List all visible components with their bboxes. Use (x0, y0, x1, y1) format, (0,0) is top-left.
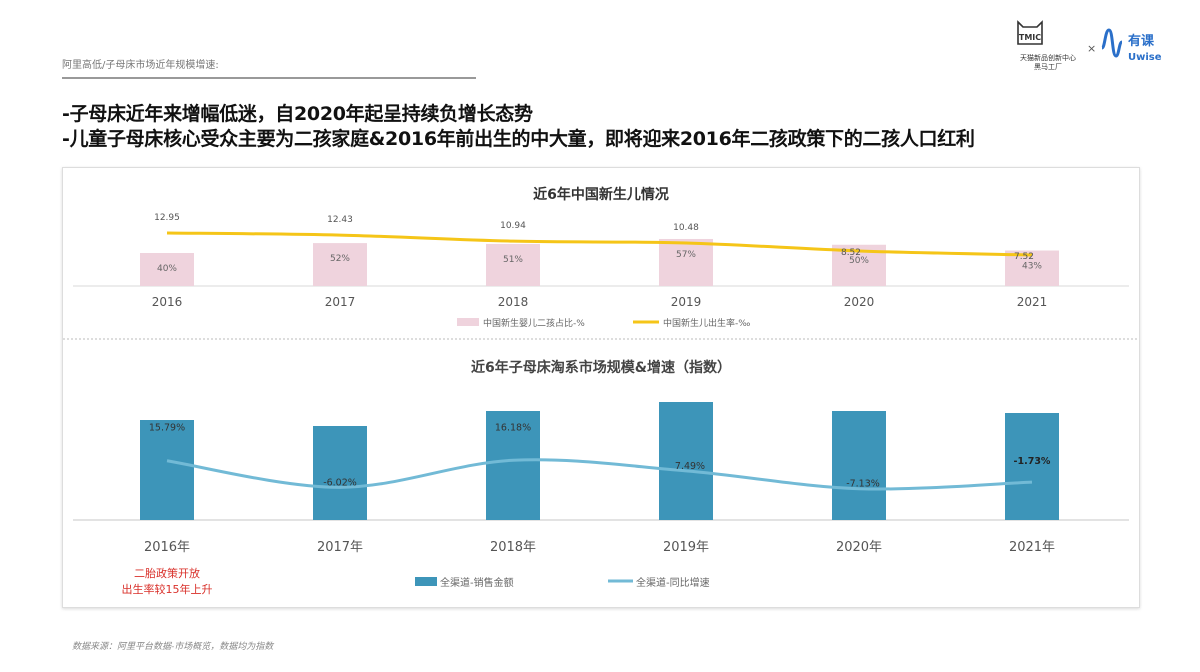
chart2-bar (659, 402, 713, 520)
chart2-bar (313, 426, 367, 520)
chart2-legend: 全渠道-销售金额 全渠道-同比增速 (415, 576, 710, 589)
chart1-bar-label: 57% (676, 250, 696, 260)
chart1-x-tick: 2021 (1017, 295, 1048, 309)
section-subtitle: 阿里高低/子母床市场近年规模增速: (62, 60, 219, 71)
chart2-x-tick: 2020年 (836, 540, 882, 555)
legend-swatch-bar (457, 318, 479, 326)
chart1-bar-label: 50% (849, 256, 869, 266)
chart2-x-tick: 2016年 (144, 540, 190, 555)
headline-2: -儿童子母床核心受众主要为二孩家庭&2016年前出生的中大童，即将迎来2016年… (62, 128, 975, 150)
chart2-x-tick: 2021年 (1009, 540, 1055, 555)
chart1-line-label: 10.94 (500, 221, 526, 231)
chart1-bar (140, 253, 194, 286)
brand-logo: TMIC 天猫新品创新中心 黑马工厂 × 有课 Uwise (1017, 20, 1162, 71)
chart1-line-label: 12.43 (327, 215, 353, 225)
chart2-line (166, 458, 1033, 491)
annotation-line-1: 二胎政策开放 (134, 566, 200, 580)
svg-text:TMIC: TMIC (1019, 33, 1041, 42)
chart2-bar (486, 411, 540, 520)
chart2-line-label: 15.79% (149, 423, 185, 434)
chart1-bar-label: 40% (157, 264, 177, 274)
chart1-line-label: 8.52 (841, 248, 861, 258)
chart1-x-tick: 2017 (325, 295, 356, 309)
svg-text:天猫新品创新中心: 天猫新品创新中心 (1020, 53, 1076, 62)
chart1-bar (486, 243, 540, 286)
legend-label-bar: 中国新生婴儿二孩占比-% (483, 317, 585, 329)
chart1-bar (313, 243, 367, 286)
charts-svg: 近6年中国新生儿情况 40% 2016 52% 2017 51% 2018 57% 2019 5… (63, 186, 1139, 596)
chart2-x-tick: 2017年 (317, 540, 363, 555)
chart2-annotation: 二胎政策开放 出生率较15年上升 (122, 566, 213, 596)
subtitle-underline (62, 77, 476, 79)
chart1-bar-label: 51% (503, 255, 523, 265)
svg-text:Uwise: Uwise (1128, 52, 1162, 63)
chart2-line-label: -7.13% (846, 479, 880, 490)
chart1-x-tick: 2018 (498, 295, 529, 309)
chart2-bar (1005, 413, 1059, 520)
svg-text:黑马工厂: 黑马工厂 (1034, 63, 1062, 71)
chart2-line-label: -6.02% (323, 477, 357, 488)
chart1-title: 近6年中国新生儿情况 (533, 186, 669, 203)
chart1-x-tick: 2020 (844, 295, 875, 309)
chart2-line-label: 16.18% (495, 422, 531, 433)
chart1-bar (1005, 250, 1059, 286)
chart2-bar (832, 411, 886, 520)
chart1-line-label: 12.95 (154, 213, 180, 223)
uwise-logo-icon: 有课 Uwise (1100, 28, 1162, 63)
logo-separator: × (1087, 42, 1096, 55)
chart2-title: 近6年子母床淘系市场规模&增速（指数） (471, 359, 731, 376)
chart2-x-tick: 2019年 (663, 540, 709, 555)
svg-text:有课: 有课 (1128, 33, 1155, 49)
data-source-footer: 数据来源：阿里平台数据-市场概览，数据均为指数 (72, 642, 274, 652)
chart2-x-tick: 2018年 (490, 540, 536, 555)
chart1-x-tick: 2019 (671, 295, 702, 309)
annotation-line-2: 出生率较15年上升 (122, 582, 213, 596)
chart1-bar-label: 43% (1022, 262, 1042, 272)
chart1-line-label: 7.52 (1014, 252, 1034, 262)
chart1-bar (659, 238, 713, 286)
chart1-bar-label: 52% (330, 254, 350, 264)
chart-panel: 近6年中国新生儿情况 40% 2016 52% 2017 51% 2018 57% 2019 5… (62, 167, 1140, 608)
legend-label-line: 全渠道-同比增速 (636, 576, 710, 589)
chart1-x-tick: 2016 (152, 295, 183, 309)
chart2-line-label: 7.49% (675, 461, 705, 472)
chart1-line (166, 231, 1033, 257)
legend-label-line: 中国新生儿出生率-‰ (663, 317, 750, 329)
chart2-line-label: -1.73% (1014, 456, 1051, 467)
tmic-logo-icon: TMIC 天猫新品创新中心 黑马工厂 (1017, 20, 1076, 71)
chart1-line-label: 10.48 (673, 223, 699, 233)
legend-swatch-bar (415, 577, 437, 586)
chart2-bar (140, 420, 194, 520)
headline-1: -子母床近年来增幅低迷，自2020年起呈持续负增长态势 (62, 103, 533, 125)
chart1-legend: 中国新生婴儿二孩占比-% 中国新生儿出生率-‰ (457, 317, 750, 329)
legend-label-bar: 全渠道-销售金额 (440, 576, 514, 589)
